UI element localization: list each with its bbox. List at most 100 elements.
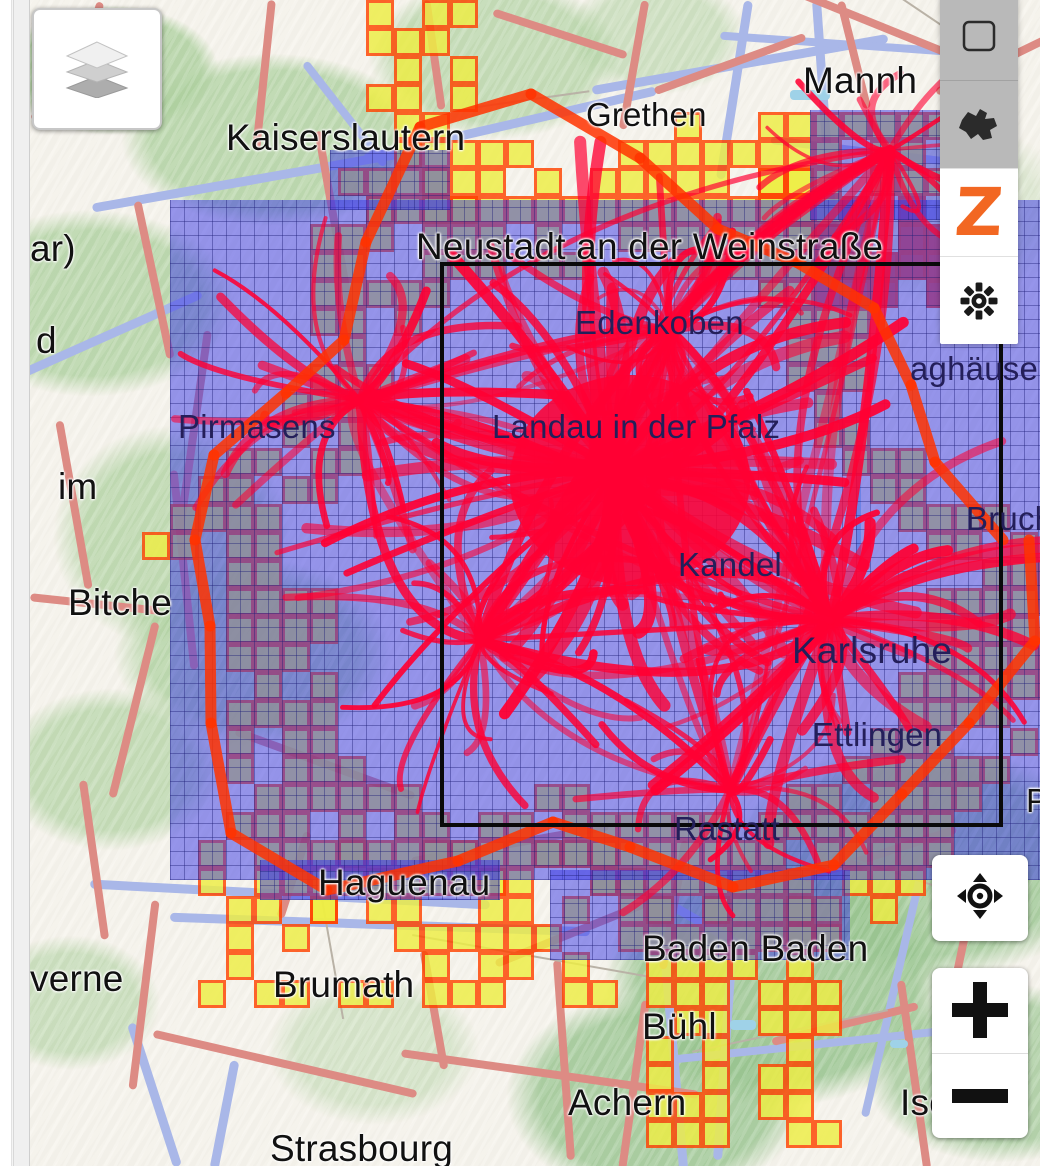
coverage-cell (646, 1064, 674, 1092)
coverage-cell (478, 952, 506, 980)
coverage-cell (226, 952, 254, 980)
coverage-cell (338, 980, 366, 1008)
coverage-cell (646, 1092, 674, 1120)
coverage-cell (702, 1064, 730, 1092)
coverage-cell (758, 168, 786, 196)
coverage-cell (758, 1092, 786, 1120)
map-canvas[interactable]: KuKaiserslauternGrethenMannhar)Neustadt … (30, 0, 1040, 1166)
coverage-cell (450, 924, 478, 952)
coverage-cell (254, 980, 282, 1008)
coverage-cell (366, 28, 394, 56)
coverage-cell (590, 980, 618, 1008)
coverage-cell (590, 168, 618, 196)
coverage-cell (674, 112, 702, 140)
coverage-cell (422, 952, 450, 980)
coverage-cell (702, 980, 730, 1008)
coverage-cell (142, 532, 170, 560)
coverage-cell (450, 84, 478, 112)
coverage-cell (702, 1036, 730, 1064)
coverage-cell (450, 140, 478, 168)
coverage-cell (198, 980, 226, 1008)
coverage-cell (758, 140, 786, 168)
coverage-cell (618, 168, 646, 196)
coverage-cell (394, 112, 422, 140)
crosshair-icon (956, 872, 1004, 925)
draw-rectangle-button[interactable] (940, 0, 1018, 80)
rectangle-icon (962, 20, 996, 52)
coverage-cell (618, 140, 646, 168)
coverage-cell (394, 924, 422, 952)
page-scrollbar[interactable] (0, 0, 30, 1166)
coverage-cell (422, 112, 450, 140)
coverage-cell (758, 112, 786, 140)
selection-bounding-box[interactable] (440, 262, 1003, 827)
coverage-cell (478, 924, 506, 952)
coverage-cell (226, 924, 254, 952)
coverage-cell (786, 1036, 814, 1064)
draw-polygon-button[interactable] (940, 80, 1018, 168)
coverage-cell (506, 952, 534, 980)
coverage-cell (422, 980, 450, 1008)
z-logo-icon: Z (952, 173, 1006, 251)
coverage-cell (562, 980, 590, 1008)
coverage-cell (814, 1120, 842, 1148)
request-grid-patch (260, 860, 500, 900)
coverage-cell (394, 56, 422, 84)
coverage-cell (366, 0, 394, 28)
zoom-in-button[interactable] (932, 968, 1028, 1053)
coverage-cell (758, 980, 786, 1008)
coverage-cell (282, 924, 310, 952)
coverage-cell (226, 896, 254, 924)
coverage-cell (758, 1064, 786, 1092)
coverage-cell (674, 1008, 702, 1036)
map-toolbar[interactable]: Z (940, 0, 1018, 344)
coverage-cell (646, 168, 674, 196)
coverage-cell (450, 0, 478, 28)
minus-icon (952, 1088, 1008, 1103)
coverage-cell (786, 980, 814, 1008)
coverage-cell (450, 56, 478, 84)
coverage-cell (674, 980, 702, 1008)
coverage-cell (646, 140, 674, 168)
coverage-cell (646, 1120, 674, 1148)
coverage-cell (422, 28, 450, 56)
zoom-control[interactable] (932, 968, 1028, 1138)
coverage-cell (786, 1092, 814, 1120)
coverage-cell (870, 896, 898, 924)
coverage-cell (282, 980, 310, 1008)
coverage-cell (646, 1036, 674, 1064)
coverage-cell (394, 896, 422, 924)
gear-icon (959, 281, 999, 321)
coverage-cell (814, 1008, 842, 1036)
coverage-cell (394, 84, 422, 112)
coverage-cell (786, 1008, 814, 1036)
coverage-cell (534, 168, 562, 196)
coverage-cell (254, 896, 282, 924)
coverage-cell (674, 140, 702, 168)
zoom-out-button[interactable] (932, 1052, 1028, 1139)
coverage-cell (702, 1120, 730, 1148)
coverage-cell (366, 896, 394, 924)
coverage-cell (646, 980, 674, 1008)
layers-control[interactable] (32, 8, 162, 130)
coverage-cell (674, 1092, 702, 1120)
settings-button[interactable] (940, 256, 1018, 344)
request-grid-patch (330, 150, 450, 210)
coverage-cell (506, 924, 534, 952)
page-edge (0, 0, 12, 1166)
coverage-cell (702, 1092, 730, 1120)
coverage-cell (366, 980, 394, 1008)
coverage-cell (478, 168, 506, 196)
coverage-cell (702, 1008, 730, 1036)
brand-logo-button[interactable]: Z (940, 168, 1018, 256)
layers-icon (62, 36, 132, 103)
plus-icon (952, 982, 1008, 1039)
coverage-cell (450, 980, 478, 1008)
scrollbar-track[interactable] (13, 0, 29, 1166)
coverage-cell (478, 896, 506, 924)
locate-button[interactable] (932, 855, 1028, 941)
request-grid-patch (550, 870, 850, 960)
coverage-cell (786, 1120, 814, 1148)
coverage-cell (450, 168, 478, 196)
